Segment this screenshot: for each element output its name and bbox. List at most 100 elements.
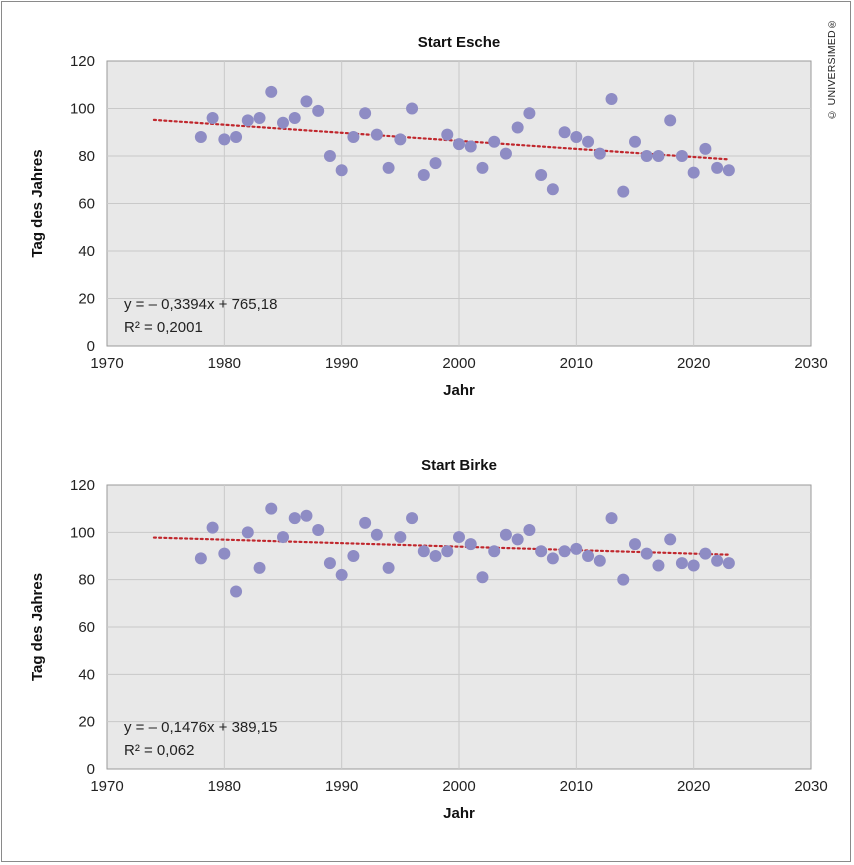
esche-x-tick-label: 2000 — [442, 355, 475, 372]
esche-data-point — [488, 135, 501, 148]
birke-y-tick-label: 120 — [70, 477, 95, 494]
esche-data-point — [241, 114, 254, 127]
esche-data-point — [253, 112, 266, 124]
esche-regression-equation: y = – 0,3394x + 765,18 — [124, 296, 277, 313]
esche-r-squared: R² = 0,2001 — [124, 319, 203, 336]
esche-data-point — [640, 150, 653, 162]
birke-r-squared: R² = 0,062 — [124, 742, 194, 759]
esche-data-point — [394, 133, 407, 146]
esche-data-point — [464, 140, 477, 153]
birke-data-point — [570, 542, 583, 555]
birke-chart-title: Start Birke — [421, 457, 497, 474]
birke-x-tick-label: 1980 — [208, 778, 241, 795]
esche-data-point — [359, 107, 372, 120]
esche-data-point — [300, 95, 313, 108]
birke-data-point — [312, 523, 325, 536]
esche-data-point — [617, 185, 630, 198]
birke-y-tick-label: 40 — [78, 666, 95, 683]
esche-y-tick-label: 40 — [78, 243, 95, 260]
birke-data-point — [593, 554, 606, 567]
esche-data-point — [206, 112, 219, 124]
esche-data-point — [687, 166, 700, 179]
esche-y-axis-label: Tag des Jahres — [29, 149, 46, 257]
birke-x-tick-label: 2010 — [560, 778, 593, 795]
birke-data-point — [359, 516, 372, 529]
birke-y-tick-label: 100 — [70, 524, 95, 541]
esche-data-point — [546, 183, 559, 196]
birke-data-point — [605, 512, 618, 525]
birke-data-point — [441, 545, 454, 558]
birke-y-tick-label: 20 — [78, 714, 95, 731]
birke-data-point — [347, 550, 360, 562]
esche-data-point — [722, 164, 735, 177]
birke-data-point — [476, 571, 489, 584]
esche-x-tick-label: 2020 — [677, 355, 710, 372]
esche-data-point — [323, 150, 336, 162]
esche-y-tick-label: 80 — [78, 148, 95, 165]
birke-data-point — [629, 538, 641, 551]
esche-data-point — [417, 169, 430, 181]
esche-data-point — [511, 121, 524, 134]
birke-data-point — [640, 547, 653, 560]
birke-data-point — [253, 561, 266, 574]
esche-data-point — [230, 131, 243, 143]
birke-data-point — [218, 547, 231, 560]
birke-data-point — [230, 585, 243, 598]
esche-data-point — [429, 157, 442, 170]
birke-data-point — [464, 538, 477, 551]
birke-data-point — [429, 550, 442, 562]
esche-y-tick-label: 0 — [87, 338, 95, 355]
esche-data-point — [664, 114, 677, 127]
esche-data-point — [312, 104, 325, 117]
esche-data-point — [711, 161, 724, 174]
esche-data-point — [194, 131, 207, 143]
esche-data-point — [629, 135, 641, 148]
birke-data-point — [335, 568, 348, 581]
esche-data-point — [476, 161, 489, 174]
esche-y-tick-label: 20 — [78, 291, 95, 308]
birke-x-tick-label: 2000 — [442, 778, 475, 795]
esche-data-point — [605, 93, 618, 105]
esche-data-point — [288, 112, 301, 124]
birke-data-point — [194, 552, 207, 565]
birke-y-tick-label: 80 — [78, 572, 95, 589]
esche-x-tick-label: 1980 — [208, 355, 241, 372]
birke-data-point — [206, 521, 219, 534]
esche-trendline — [152, 118, 730, 161]
esche-data-point — [558, 126, 571, 139]
birke-y-tick-label: 60 — [78, 619, 95, 636]
esche-x-tick-label: 1970 — [90, 355, 123, 372]
esche-x-axis-label: Jahr — [443, 382, 475, 399]
birke-data-point — [687, 559, 700, 572]
birke-x-tick-label: 1970 — [90, 778, 123, 795]
birke-data-point — [394, 531, 407, 544]
birke-data-point — [722, 557, 735, 570]
esche-data-point — [593, 147, 606, 160]
birke-data-point — [288, 512, 301, 525]
esche-data-point — [570, 131, 583, 143]
birke-data-point — [652, 559, 665, 572]
esche-y-tick-label: 100 — [70, 101, 95, 118]
birke-data-point — [323, 557, 336, 570]
birke-data-point — [664, 533, 677, 546]
esche-chart-title: Start Esche — [418, 34, 501, 51]
birke-data-point — [417, 545, 430, 558]
birke-data-point — [546, 552, 559, 565]
esche-data-point — [370, 128, 383, 141]
birke-y-tick-label: 0 — [87, 761, 95, 778]
esche-data-point — [265, 85, 278, 98]
esche-data-point — [347, 131, 360, 143]
birke-data-point — [300, 509, 313, 522]
esche-data-point — [699, 142, 712, 155]
birke-data-point — [406, 512, 419, 525]
esche-y-tick-label: 60 — [78, 196, 95, 213]
birke-data-point — [382, 561, 395, 574]
birke-data-point — [370, 528, 383, 541]
birke-data-point — [488, 545, 501, 558]
birke-data-point — [699, 547, 712, 560]
esche-data-point — [499, 147, 512, 160]
birke-regression-equation: y = – 0,1476x + 389,15 — [124, 719, 277, 736]
esche-data-point — [535, 169, 548, 181]
birke-x-tick-label: 1990 — [325, 778, 358, 795]
